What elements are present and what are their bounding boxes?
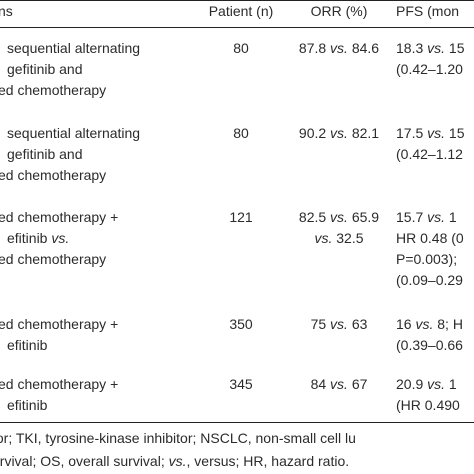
regimen-line: ed chemotherapy (0, 82, 107, 98)
regimen-line: efitinib (7, 337, 48, 353)
regimen-line: ed chemotherapy + (0, 376, 119, 392)
orr-value: 82.5 vs. 65.9 (298, 209, 380, 225)
regimen-line: ed chemotherapy + (0, 316, 119, 332)
orr-value: vs. 32.5 (314, 230, 364, 246)
regimen-line: ed chemotherapy (0, 167, 107, 183)
header-pfs: PFS (mon (396, 3, 460, 19)
patient-count: 345 (229, 376, 253, 392)
orr-value: 84 vs. 67 (310, 376, 368, 392)
pfs-line: 17.5 vs. 15 (396, 125, 465, 141)
orr-value: 87.8 vs. 84.6 (298, 40, 380, 56)
footnote-line: urvival; OS, overall survival; vs., vers… (0, 453, 350, 469)
regimen-line: sequential alternating (7, 40, 141, 56)
header-rule (0, 27, 474, 28)
pfs-line: 20.9 vs. 1 (396, 376, 457, 392)
regimen-line: sequential alternating (7, 125, 141, 141)
regimen-line: efitinib (7, 397, 48, 413)
regimen-line: ed chemotherapy + (0, 209, 119, 225)
pfs-line: (0.09–0.29 (396, 272, 463, 288)
header-orr: ORR (%) (310, 3, 368, 19)
pfs-line: 18.3 vs. 15 (396, 40, 465, 56)
top-rule (0, 0, 474, 1)
header-patient: Patient (n) (208, 3, 274, 19)
orr-value: 75 vs. 63 (310, 316, 368, 332)
pfs-line: (HR 0.490 (396, 397, 460, 413)
pfs-line: HR 0.48 (0 (396, 230, 464, 246)
pfs-line: P=0.003); (396, 251, 458, 267)
footnote-line: tor; TKI, tyrosine-kinase inhibitor; NSC… (0, 430, 356, 446)
pfs-line: 16 vs. 8; H (396, 316, 463, 332)
patient-count: 350 (229, 316, 253, 332)
bottom-rule (0, 422, 474, 423)
pfs-line: 15.7 vs. 1 (396, 209, 457, 225)
patient-count: 80 (233, 125, 249, 141)
regimen-line: gefitinib and (7, 61, 83, 77)
patient-count: 80 (233, 40, 249, 56)
pfs-line: (0.42–1.12 (396, 146, 463, 162)
regimen-line: ed chemotherapy (0, 251, 107, 267)
orr-value: 90.2 vs. 82.1 (298, 125, 380, 141)
pfs-line: (0.39–0.66 (396, 337, 463, 353)
regimen-line: gefitinib and (7, 146, 83, 162)
regimen-line: efitinib vs. (7, 230, 70, 246)
header-regimen: ns (0, 3, 13, 19)
pfs-line: (0.42–1.20 (396, 61, 463, 77)
patient-count: 121 (229, 209, 253, 225)
